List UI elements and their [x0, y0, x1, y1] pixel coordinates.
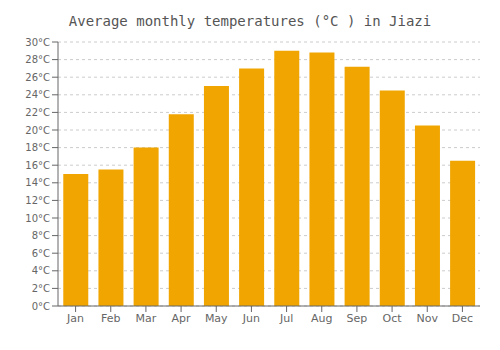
- svg-text:14°C: 14°C: [25, 177, 50, 188]
- svg-text:Dec: Dec: [452, 312, 473, 325]
- svg-text:Jun: Jun: [242, 312, 260, 325]
- svg-text:0°C: 0°C: [32, 301, 50, 312]
- svg-text:10°C: 10°C: [25, 213, 50, 224]
- svg-text:2°C: 2°C: [32, 283, 50, 294]
- svg-text:20°C: 20°C: [25, 125, 50, 136]
- svg-text:Feb: Feb: [101, 312, 120, 325]
- svg-text:12°C: 12°C: [25, 195, 50, 206]
- svg-text:8°C: 8°C: [32, 230, 50, 241]
- svg-text:18°C: 18°C: [25, 142, 50, 153]
- svg-text:28°C: 28°C: [25, 54, 50, 65]
- svg-text:May: May: [205, 312, 228, 325]
- svg-text:Sep: Sep: [347, 312, 368, 325]
- svg-text:26°C: 26°C: [25, 72, 50, 83]
- html-text:Average monthly temperatures (: Average monthly temperatures (°C ) in Ji…: [68, 13, 432, 29]
- svg-text:Mar: Mar: [136, 312, 157, 325]
- svg-text:Jan: Jan: [66, 312, 84, 325]
- svg-text:Aug: Aug: [311, 312, 332, 325]
- svg-text:16°C: 16°C: [25, 160, 50, 171]
- svg-text:Apr: Apr: [172, 312, 192, 325]
- svg-text:4°C: 4°C: [32, 265, 50, 276]
- svg-text:24°C: 24°C: [25, 89, 50, 100]
- svg-text:6°C: 6°C: [32, 248, 50, 259]
- svg-text:Jul: Jul: [279, 312, 293, 325]
- svg-text:Oct: Oct: [383, 312, 403, 325]
- svg-text:Nov: Nov: [417, 312, 439, 325]
- svg-text:22°C: 22°C: [25, 107, 50, 118]
- svg-text:30°C: 30°C: [25, 37, 50, 48]
